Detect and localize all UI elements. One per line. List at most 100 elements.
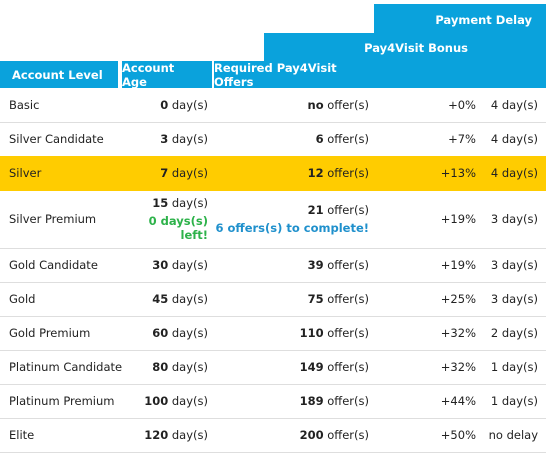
cell-age: 3 day(s) xyxy=(122,122,208,156)
offers-value: 75 xyxy=(307,292,324,306)
age-unit: day(s) xyxy=(168,428,208,442)
age-unit: day(s) xyxy=(168,326,208,340)
bonus-text: +32% xyxy=(440,360,476,374)
age-text: 80 day(s) xyxy=(152,360,208,374)
offers-value: 110 xyxy=(299,326,324,340)
cell-age: 120 day(s) xyxy=(122,418,208,452)
cell-delay: 3 day(s) xyxy=(480,282,538,316)
cell-delay: 3 day(s) xyxy=(480,248,538,282)
offers-text: 189 offer(s) xyxy=(300,394,369,408)
cell-age: 15 day(s) 0 days(s) left! xyxy=(122,190,208,248)
cell-offers: 149 offer(s) xyxy=(214,350,369,384)
cell-level: Basic xyxy=(9,88,124,122)
table-row: Silver Premium 15 day(s) 0 days(s) left! 21… xyxy=(0,190,546,249)
cell-level: Gold Candidate xyxy=(9,248,124,282)
header-bonus-label: Pay4Visit Bonus xyxy=(364,41,468,55)
offers-value: 21 xyxy=(307,203,324,217)
age-value: 100 xyxy=(144,394,169,408)
age-text: 3 day(s) xyxy=(160,132,208,146)
age-text: 60 day(s) xyxy=(152,326,208,340)
bonus-text: +7% xyxy=(448,132,476,146)
table-row: Silver 7 day(s) 12 offer(s) +13% 4 day(s) xyxy=(0,156,546,191)
offers-text: no offer(s) xyxy=(308,98,369,112)
cell-delay: no delay xyxy=(480,418,538,452)
bonus-text: +13% xyxy=(440,166,476,180)
delay-text: 4 day(s) xyxy=(490,132,538,146)
table-row: Gold 45 day(s) 75 offer(s) +25% 3 day(s) xyxy=(0,282,546,317)
offers-unit: offer(s) xyxy=(323,98,369,112)
level-text: Silver Candidate xyxy=(9,132,104,146)
cell-bonus: +0% xyxy=(400,88,476,122)
offers-text: 110 offer(s) xyxy=(300,326,369,340)
cell-bonus: +25% xyxy=(400,282,476,316)
level-text: Platinum Candidate xyxy=(9,360,123,374)
header-required-offers: Required Pay4Visit Offers xyxy=(214,60,374,89)
offers-unit: offer(s) xyxy=(323,428,369,442)
age-note: 0 days(s) left! xyxy=(148,214,208,242)
cell-delay: 1 day(s) xyxy=(480,350,538,384)
cell-age: 80 day(s) xyxy=(122,350,208,384)
cell-offers: 200 offer(s) xyxy=(214,418,369,452)
age-value: 30 xyxy=(152,258,169,272)
cell-bonus: +7% xyxy=(400,122,476,156)
cell-level: Gold Premium xyxy=(9,316,124,350)
offers-value: 6 xyxy=(315,132,324,146)
level-text: Gold Candidate xyxy=(9,258,98,272)
cell-delay: 3 day(s) xyxy=(480,190,538,248)
cell-delay: 4 day(s) xyxy=(480,156,538,190)
header-account-age: Account Age xyxy=(122,60,212,89)
offers-value: 149 xyxy=(299,360,324,374)
delay-text: 3 day(s) xyxy=(490,212,538,226)
age-value: 120 xyxy=(144,428,169,442)
cell-offers: 75 offer(s) xyxy=(214,282,369,316)
level-text: Silver xyxy=(9,166,42,180)
delay-text: 4 day(s) xyxy=(490,166,538,180)
cell-delay: 4 day(s) xyxy=(480,88,538,122)
age-value: 80 xyxy=(152,360,169,374)
offers-unit: offer(s) xyxy=(323,132,369,146)
age-value: 15 xyxy=(152,196,169,210)
header-account-age-label: Account Age xyxy=(122,60,175,89)
bonus-text: +0% xyxy=(448,98,476,112)
cell-offers: 21 offer(s) 6 offers(s) to complete! xyxy=(214,190,369,248)
age-value: 45 xyxy=(152,292,169,306)
age-unit: day(s) xyxy=(168,132,208,146)
cell-delay: 2 day(s) xyxy=(480,316,538,350)
level-text: Gold Premium xyxy=(9,326,91,340)
header-required-offers-label: Required Pay4Visit Offers xyxy=(214,60,337,89)
offers-unit: offer(s) xyxy=(323,166,369,180)
age-value: 0 xyxy=(160,98,169,112)
offers-unit: offer(s) xyxy=(323,203,369,217)
offers-value: 200 xyxy=(299,428,324,442)
table-row: Platinum Candidate 80 day(s) 149 offer(s) +… xyxy=(0,350,546,385)
table-row: Platinum Premium 100 day(s) 189 offer(s) +4… xyxy=(0,384,546,419)
table-row: Silver Candidate 3 day(s) 6 offer(s) +7% 4 d… xyxy=(0,122,546,157)
age-text: 120 day(s) xyxy=(144,428,208,442)
offers-text: 6 offer(s) xyxy=(316,132,369,146)
delay-text: 3 day(s) xyxy=(490,292,538,306)
cell-level: Elite xyxy=(9,418,124,452)
offers-text: 21 offer(s) xyxy=(308,203,369,217)
cell-level: Gold xyxy=(9,282,124,316)
cell-level: Platinum Candidate xyxy=(9,350,124,384)
cell-age: 0 day(s) xyxy=(122,88,208,122)
age-text: 0 day(s) xyxy=(160,98,208,112)
offers-text: 75 offer(s) xyxy=(308,292,369,306)
age-unit: day(s) xyxy=(168,196,208,210)
header-payment-delay-label: Payment Delay xyxy=(435,13,532,27)
bonus-text: +25% xyxy=(440,292,476,306)
cell-delay: 4 day(s) xyxy=(480,122,538,156)
age-text: 30 day(s) xyxy=(152,258,208,272)
bonus-text: +19% xyxy=(440,212,476,226)
cell-age: 45 day(s) xyxy=(122,282,208,316)
offers-value: no xyxy=(307,98,324,112)
age-unit: day(s) xyxy=(168,98,208,112)
cell-level: Silver Candidate xyxy=(9,122,124,156)
offers-unit: offer(s) xyxy=(323,326,369,340)
delay-text: 3 day(s) xyxy=(490,258,538,272)
age-unit: day(s) xyxy=(168,394,208,408)
delay-text: no delay xyxy=(488,428,538,442)
delay-text: 1 day(s) xyxy=(490,360,538,374)
cell-bonus: +44% xyxy=(400,384,476,418)
offers-unit: offer(s) xyxy=(323,292,369,306)
